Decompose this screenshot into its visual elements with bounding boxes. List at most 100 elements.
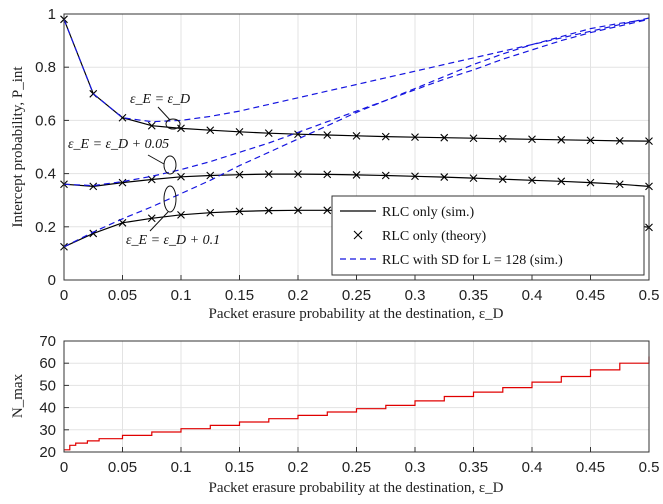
- bottom-x-tick-3: 0.15: [225, 459, 254, 476]
- top-plot-frame: [63, 13, 650, 281]
- top-x-tick-8: 0.4: [522, 287, 543, 304]
- theory-marker-eq-13: [440, 133, 449, 142]
- theory-marker-p005-9: [323, 170, 332, 179]
- theory-marker-eq-9: [323, 131, 332, 139]
- theory-marker-eq-5: [206, 126, 215, 135]
- bottom-y-tick-0: 20: [39, 444, 56, 461]
- top-x-tick-3: 0.15: [225, 287, 254, 304]
- sd-line-eq: [63, 17, 650, 123]
- theory-marker-eq-15: [498, 134, 507, 143]
- bottom-y-tick-5: 70: [39, 333, 56, 350]
- legend-box: [331, 195, 645, 276]
- theory-marker-p005-10: [352, 171, 361, 179]
- theory-marker-p005-13: [440, 173, 449, 181]
- bottom-y-tick-3: 50: [39, 377, 56, 394]
- bottom-y-tick-2: 40: [39, 400, 56, 417]
- theory-marker-p01-4: [177, 210, 185, 219]
- annotation-group-eq: ε_E = ε_D: [130, 92, 190, 130]
- theory-marker-p005-15: [498, 175, 507, 184]
- top-ticks: 0 0.05 0.1 0.15 0.2 0.25 0.3 0.35 0.4 0.45 0.5 0 0.2…: [35, 6, 659, 304]
- legend-swatch-theory: [353, 230, 363, 240]
- annotation-group-005: ε_E = ε_D + 0.05: [68, 137, 177, 175]
- bottom-x-tick-5: 0.25: [342, 459, 371, 476]
- bottom-series: [64, 356, 650, 451]
- theory-marker-eq-4: [177, 124, 185, 133]
- top-y-axis-label: Intercept probability, P_int: [10, 66, 26, 228]
- annotation-01-ellipse: [163, 185, 177, 213]
- bottom-x-tick-8: 0.4: [522, 459, 543, 476]
- bottom-x-tick-7: 0.35: [459, 459, 488, 476]
- theory-marker-eq-18: [586, 136, 595, 145]
- top-y-tick-2: 0.4: [35, 166, 56, 183]
- theory-marker-eq-3: [147, 121, 156, 130]
- bottom-y-tick-4: 60: [39, 355, 56, 372]
- theory-marker-p005-16: [528, 176, 536, 185]
- theory-marker-p005-3: [147, 175, 156, 184]
- theory-marker-p005-4: [177, 172, 185, 181]
- theory-marker-p005-5: [206, 171, 215, 180]
- theory-marker-eq-10: [352, 131, 361, 140]
- theory-marker-eq-11: [381, 132, 390, 141]
- annotation-group-01: ε_E = ε_D + 0.1: [126, 185, 220, 248]
- theory-marker-p005-14: [469, 174, 478, 183]
- theory-marker-p005-11: [381, 171, 390, 180]
- legend: RLC only (sim.) RLC only (theory) RLC wi…: [331, 195, 645, 276]
- theory-marker-p01-6: [235, 207, 244, 216]
- legend-label-sd: RLC with SD for L = 128 (sim.): [382, 253, 563, 268]
- top-x-tick-1: 0.05: [108, 287, 137, 304]
- theory-marker-eq-12: [411, 133, 419, 142]
- theory-marker-p005-2: [118, 178, 127, 187]
- top-y-tick-4: 0.8: [35, 59, 56, 76]
- top-x-tick-5: 0.25: [342, 287, 371, 304]
- theory-marker-p005-6: [235, 170, 244, 179]
- theory-marker-eq-16: [528, 135, 536, 144]
- bottom-x-tick-0: 0: [60, 459, 68, 476]
- sd-line-p01: [63, 18, 650, 248]
- legend-label-sim: RLC only (sim.): [382, 205, 475, 220]
- bottom-x-axis-label: Packet erasure probability at the destin…: [209, 480, 504, 496]
- nmax-step-line: [64, 356, 650, 451]
- theory-marker-p01-7: [264, 206, 273, 215]
- bottom-x-tick-1: 0.05: [108, 459, 137, 476]
- theory-marker-p01-9: [323, 206, 332, 215]
- top-x-axis-label: Packet erasure probability at the destin…: [209, 306, 504, 322]
- top-x-tick-9: 0.45: [576, 287, 605, 304]
- theory-marker-eq-7: [264, 129, 273, 138]
- theory-marker-p005-19: [615, 180, 624, 189]
- annotation-01-arrow: [149, 211, 169, 232]
- top-x-tick-2: 0.1: [171, 287, 192, 304]
- legend-label-theory: RLC only (theory): [382, 229, 487, 244]
- top-x-tick-4: 0.2: [288, 287, 309, 304]
- top-y-tick-1: 0.2: [35, 219, 56, 236]
- theory-marker-p005-8: [294, 170, 302, 179]
- theory-marker-p005-7: [264, 170, 273, 179]
- theory-marker-eq-19: [615, 136, 624, 145]
- theory-marker-eq-14: [469, 134, 478, 143]
- bottom-x-tick-4: 0.2: [288, 459, 309, 476]
- bottom-x-tick-10: 0.5: [639, 459, 660, 476]
- top-y-tick-3: 0.6: [35, 112, 56, 129]
- top-x-tick-6: 0.3: [405, 287, 426, 304]
- theory-marker-p005-17: [557, 177, 566, 186]
- theory-marker-p01-8: [294, 206, 302, 215]
- bottom-x-tick-6: 0.3: [405, 459, 426, 476]
- top-y-tick-5: 1: [48, 6, 56, 23]
- annotation-eq: ε_E = ε_D: [130, 92, 190, 107]
- theory-marker-p01-3: [147, 214, 156, 223]
- annotation-005-ellipse: [163, 155, 177, 175]
- bottom-plot-frame: [63, 340, 650, 453]
- theory-marker-eq-17: [557, 135, 566, 144]
- top-x-tick-10: 0.5: [639, 287, 660, 304]
- annotation-01: ε_E = ε_D + 0.1: [126, 233, 220, 248]
- annotation-eq-arrow: [157, 106, 171, 121]
- top-x-tick-0: 0: [60, 287, 68, 304]
- annotation-005-arrow: [147, 154, 165, 165]
- theory-marker-p005-1: [89, 182, 98, 191]
- sd-line-p005: [63, 18, 650, 187]
- annotation-005: ε_E = ε_D + 0.05: [68, 137, 169, 152]
- top-x-tick-7: 0.35: [459, 287, 488, 304]
- bottom-y-axis-label: N_max: [10, 373, 26, 418]
- annotation-eq-ellipse: [165, 118, 181, 130]
- top-y-tick-0: 0: [48, 272, 56, 289]
- bottom-x-tick-9: 0.45: [576, 459, 605, 476]
